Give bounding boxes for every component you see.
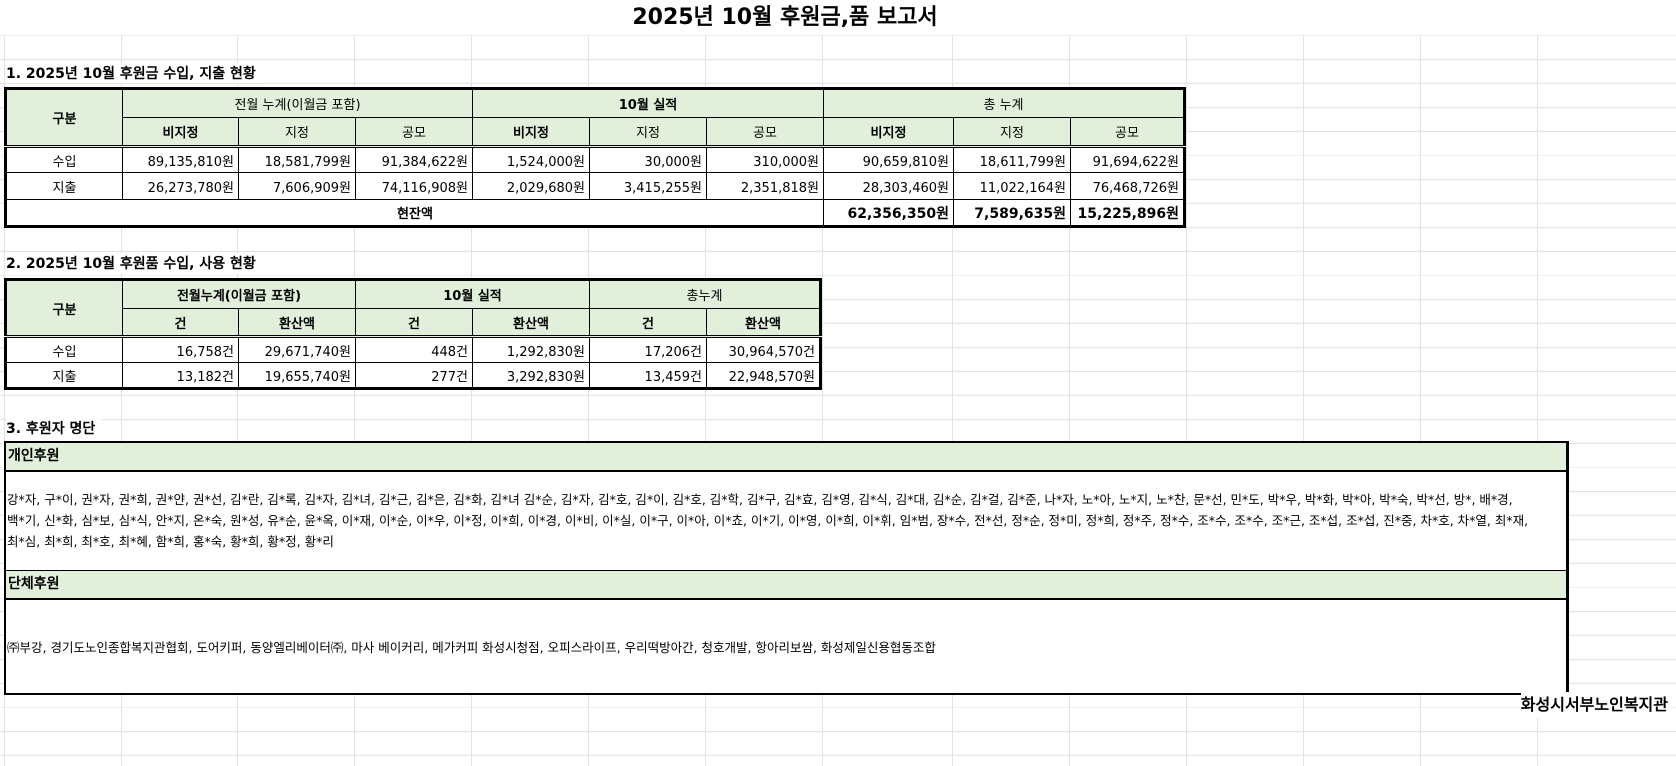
cell: 17,206건 <box>589 336 707 363</box>
row-label: 지출 <box>5 362 123 389</box>
subcol-header: 환산액 <box>472 308 590 338</box>
table-row: 지출 26,273,780원 7,606,909원 74,116,908원 2,… <box>5 172 1185 200</box>
balance-cell: 7,589,635원 <box>953 199 1071 227</box>
subcol-header: 지정 <box>589 117 707 148</box>
group-donors: ㈜부강, 경기도노인종합복지관협회, 도어키퍼, 동양엘리베이터㈜, 마사 베이… <box>6 600 1566 658</box>
cell: 28,303,460원 <box>823 172 954 200</box>
section1-heading: 1. 2025년 10월 후원금 수입, 지출 현황 <box>6 63 262 83</box>
individual-donors-header: 개인후원 <box>6 443 1566 472</box>
subcol-header: 환산액 <box>238 308 356 338</box>
individual-donors: 강*자, 구*이, 권*자, 권*희, 권*얀, 권*선, 김*란, 김*록, … <box>6 472 1566 570</box>
gridline <box>1303 36 1304 766</box>
gridline <box>4 36 5 766</box>
group-header: 총 누계 <box>823 88 1185 118</box>
table-row: 지출 13,182건 19,655,740원 277건 3,292,830원 1… <box>5 362 821 389</box>
gridline <box>1537 36 1538 766</box>
cell: 30,964,570건 <box>706 336 821 363</box>
group-header: 전월 누계(이월금 포함) <box>122 88 473 118</box>
gridline <box>471 36 472 766</box>
cell: 19,655,740원 <box>238 362 356 389</box>
donation-goods-table: 구분 전월누계(이월금 포함) 10월 실적 총누계 건 환산액 건 환산액 건… <box>4 278 822 390</box>
cell: 26,273,780원 <box>122 172 239 200</box>
table-row: 수입 89,135,810원 18,581,799원 91,384,622원 1… <box>5 146 1185 173</box>
group-header: 총누계 <box>589 279 821 309</box>
cell: 2,029,680원 <box>472 172 590 200</box>
cell: 22,948,570원 <box>706 362 821 389</box>
balance-label: 현잔액 <box>5 199 824 227</box>
cell: 13,459건 <box>589 362 707 389</box>
balance-cell: 15,225,896원 <box>1070 199 1185 227</box>
cell: 30,000원 <box>589 146 707 173</box>
donor-line: 강*자, 구*이, 권*자, 권*희, 권*얀, 권*선, 김*란, 김*록, … <box>7 492 1513 507</box>
gridline <box>952 36 953 766</box>
gridline <box>822 36 823 766</box>
section2-heading: 2. 2025년 10월 후원품 수입, 사용 현황 <box>6 253 262 273</box>
section3-heading: 3. 후원자 명단 <box>6 418 102 438</box>
row-label: 수입 <box>5 336 123 363</box>
organization-name: 화성시서부노인복지관 <box>1520 692 1668 718</box>
subcol-header: 건 <box>589 308 707 338</box>
category-header: 구분 <box>5 88 123 148</box>
category-header: 구분 <box>5 279 123 338</box>
gridline <box>1069 36 1070 766</box>
group-donor-line: ㈜부강, 경기도노인종합복지관협회, 도어키퍼, 동양엘리베이터㈜, 마사 베이… <box>7 640 936 655</box>
cell: 11,022,164원 <box>953 172 1071 200</box>
cell: 13,182건 <box>122 362 239 389</box>
cell: 76,468,726원 <box>1070 172 1185 200</box>
subcol-header: 건 <box>355 308 473 338</box>
cell: 18,581,799원 <box>238 146 356 173</box>
subcol-header: 비지정 <box>122 117 239 148</box>
cell: 1,524,000원 <box>472 146 590 173</box>
table-row: 수입 16,758건 29,671,740원 448건 1,292,830원 1… <box>5 336 821 363</box>
cell: 7,606,909원 <box>238 172 356 200</box>
cell: 2,351,818원 <box>706 172 824 200</box>
cell: 74,116,908원 <box>355 172 473 200</box>
donor-line: 최*심, 최*희, 최*호, 최*혜, 함*희, 홍*숙, 황*희, 황*정, … <box>7 534 334 549</box>
cell: 91,694,622원 <box>1070 146 1185 173</box>
cell: 91,384,622원 <box>355 146 473 173</box>
subcol-header: 비지정 <box>823 117 954 148</box>
gridline <box>1186 36 1187 766</box>
donor-list-box: 개인후원 강*자, 구*이, 권*자, 권*희, 권*얀, 권*선, 김*란, … <box>4 441 1569 695</box>
subcol-header: 건 <box>122 308 239 338</box>
group-header: 10월 실적 <box>472 88 824 118</box>
group-header: 10월 실적 <box>355 279 590 309</box>
gridline <box>1420 36 1421 766</box>
cell: 18,611,799원 <box>953 146 1071 173</box>
subcol-header: 비지정 <box>472 117 590 148</box>
cell: 89,135,810원 <box>122 146 239 173</box>
gridline <box>121 36 122 766</box>
cell: 16,758건 <box>122 336 239 363</box>
subcol-header: 지정 <box>238 117 356 148</box>
cell: 448건 <box>355 336 473 363</box>
row-label: 지출 <box>5 172 123 200</box>
gridline <box>237 36 238 766</box>
cell: 3,415,255원 <box>589 172 707 200</box>
gridline <box>588 36 589 766</box>
donor-line: 백*기, 신*화, 심*보, 심*식, 안*지, 온*숙, 원*성, 유*순, … <box>7 513 1529 528</box>
cell: 277건 <box>355 362 473 389</box>
row-label: 수입 <box>5 146 123 173</box>
cell: 29,671,740원 <box>238 336 356 363</box>
donation-money-table: 구분 전월 누계(이월금 포함) 10월 실적 총 누계 비지정 지정 공모 비… <box>4 87 1186 228</box>
group-header: 전월누계(이월금 포함) <box>122 279 356 309</box>
cell: 310,000원 <box>706 146 824 173</box>
cell: 90,659,810원 <box>823 146 954 173</box>
subcol-header: 지정 <box>953 117 1071 148</box>
subcol-header: 환산액 <box>706 308 821 338</box>
balance-cell: 62,356,350원 <box>823 199 954 227</box>
subcol-header: 공모 <box>1070 117 1185 148</box>
gridline <box>705 36 706 766</box>
cell: 1,292,830원 <box>472 336 590 363</box>
subcol-header: 공모 <box>355 117 473 148</box>
group-donors-header: 단체후원 <box>6 570 1566 600</box>
subcol-header: 공모 <box>706 117 824 148</box>
gridline <box>354 36 355 766</box>
cell: 3,292,830원 <box>472 362 590 389</box>
report-title: 2025년 10월 후원금,품 보고서 <box>0 2 1570 34</box>
balance-row: 현잔액 62,356,350원 7,589,635원 15,225,896원 <box>5 199 1185 227</box>
